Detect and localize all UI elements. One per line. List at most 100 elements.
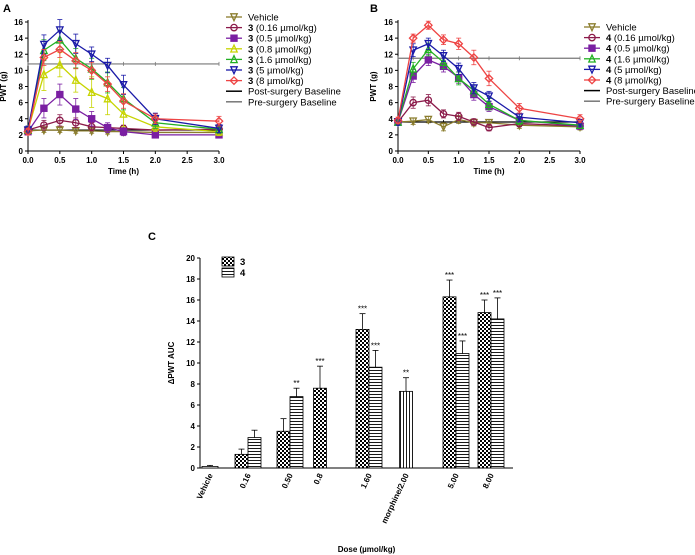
data-point: [151, 117, 160, 127]
significance-label: ***: [315, 357, 324, 366]
legend-label: 4 (8 µmol/kg): [606, 76, 662, 87]
legend-dose: (0.8 µmol/kg): [253, 44, 311, 55]
legend-swatch-marker: [230, 34, 238, 42]
significance-label: **: [403, 369, 409, 378]
data-point: [393, 115, 403, 125]
legend-dose: (5 µmol/kg): [611, 65, 661, 76]
bar: [234, 453, 249, 469]
data-point: [575, 114, 585, 124]
data-point: [439, 110, 448, 118]
data-point: [423, 20, 433, 30]
data-point: [439, 57, 448, 67]
legend-compound: 3: [248, 76, 253, 87]
y-tick-label: 4: [389, 115, 394, 124]
legend-compound: 3: [248, 66, 253, 77]
data-point: [55, 126, 65, 136]
y-tick-label: 12: [186, 338, 195, 347]
y-axis-title: PWT (g): [369, 71, 378, 102]
bar: [313, 387, 327, 469]
legend-dose: (8 µmol/kg): [253, 76, 303, 87]
data-point: [408, 117, 418, 127]
x-axis-title: Time (h): [108, 167, 139, 176]
bar: [368, 366, 383, 469]
bar: [201, 466, 219, 469]
significance-label: ***: [458, 332, 467, 341]
panel-label-a: A: [3, 3, 11, 15]
legend-label: 4 (1.6 µmol/kg): [606, 54, 670, 65]
significance-label: ***: [480, 291, 489, 300]
x-tick-label: 0.0: [22, 156, 34, 165]
legend-label: 3 (5 µmol/kg): [248, 66, 304, 77]
data-point: [424, 96, 433, 105]
y-tick-label: 10: [14, 66, 23, 75]
y-tick-label: 2: [19, 131, 24, 140]
data-point: [484, 73, 494, 84]
legend-swatch-marker: [229, 66, 239, 76]
legend-swatch-marker: [588, 33, 596, 42]
legend-swatch-marker: [587, 65, 597, 75]
data-point: [454, 112, 463, 121]
y-tick-label: 14: [384, 34, 393, 43]
legend-compound: 4: [606, 44, 612, 55]
legend-swatch-marker: [229, 43, 239, 53]
data-point: [438, 35, 449, 45]
legend-dose: (1.6 µmol/kg): [253, 55, 311, 66]
series: [393, 20, 585, 125]
series: [23, 19, 224, 136]
data-point: [214, 126, 224, 136]
significance-label: **: [293, 379, 299, 388]
y-tick-label: 8: [389, 83, 394, 92]
data-point: [102, 79, 113, 89]
y-tick-label: 2: [389, 131, 394, 140]
y-tick-label: 0: [191, 464, 196, 473]
legend-label: 4 (0.16 µmol/kg): [606, 33, 675, 44]
x-tick-label: 5.00: [446, 472, 461, 490]
data-point: [469, 52, 479, 63]
legend-swatch-marker: [587, 75, 597, 85]
y-tick-label: 18: [186, 275, 195, 284]
legend-label: 4: [240, 268, 246, 279]
data-point: [55, 59, 65, 69]
data-point: [23, 127, 33, 137]
data-point: [87, 65, 97, 75]
x-tick-label: 0.5: [423, 156, 435, 165]
panel-label-b: B: [370, 3, 378, 15]
y-tick-label: 16: [14, 18, 23, 27]
data-point: [39, 52, 49, 63]
x-tick-label: 1.0: [453, 156, 465, 165]
y-tick-label: 10: [186, 359, 195, 368]
legend-label: 3 (0.8 µmol/kg): [248, 44, 312, 55]
series: [23, 40, 224, 137]
bar: [247, 437, 262, 469]
bar: [289, 396, 304, 469]
y-tick-label: 0: [389, 147, 394, 156]
legend-dose: (0.5 µmol/kg): [611, 44, 669, 55]
y-tick-label: 16: [186, 296, 195, 305]
data-point: [71, 74, 80, 84]
x-tick-label: 2.5: [544, 156, 556, 165]
y-tick-label: 10: [384, 66, 393, 75]
x-tick-label: 0.0: [392, 156, 404, 165]
y-tick-label: 8: [19, 83, 24, 92]
data-point: [103, 93, 112, 103]
data-point: [408, 33, 418, 43]
data-point: [40, 104, 48, 112]
legend-swatch: [221, 267, 235, 278]
legend: 34: [221, 256, 246, 279]
y-tick-label: 14: [14, 34, 23, 43]
legend-swatch-marker: [229, 54, 239, 64]
legend-dose: (8 µmol/kg): [611, 76, 661, 87]
legend-label: 4 (0.5 µmol/kg): [606, 44, 670, 55]
y-tick-label: 6: [19, 99, 24, 108]
y-tick-label: 6: [389, 99, 394, 108]
series: [23, 52, 224, 137]
data-point: [150, 114, 160, 124]
data-point: [39, 40, 49, 50]
legend-label: 3: [240, 257, 245, 268]
bar-chart-c: 0 2 4 6 8 10 12 14 16 18 20 ΔPWT AUC Dose (µmol/kg) *…: [167, 254, 513, 554]
x-tick-label: 2.0: [150, 156, 162, 165]
legend-label: Vehicle: [606, 23, 637, 34]
legend-compound: 3: [248, 34, 253, 45]
